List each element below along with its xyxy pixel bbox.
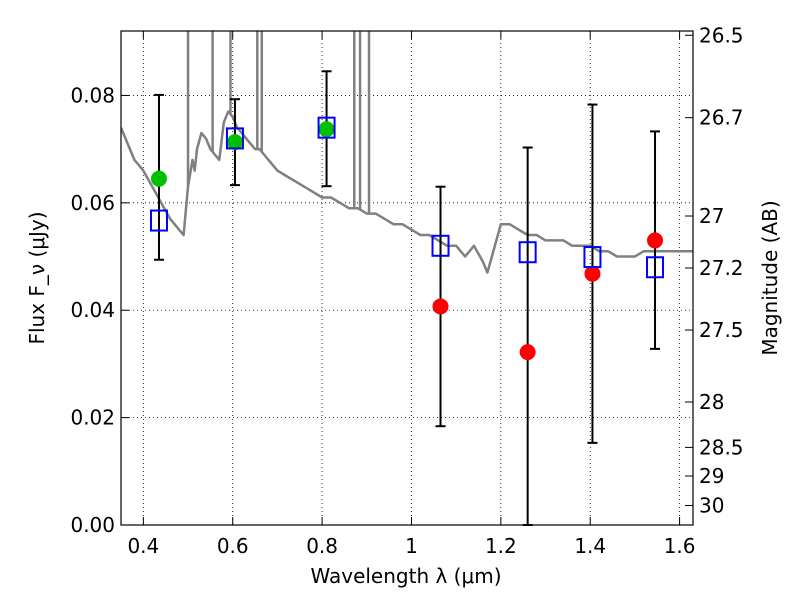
x-tick-label: 1.2 <box>485 534 517 558</box>
x-tick-label: 1 <box>405 534 418 558</box>
grid <box>121 31 693 526</box>
y-tick-label: 0.06 <box>70 191 115 215</box>
y-tick-label: 0.08 <box>70 83 115 107</box>
mag-tick-label: 29 <box>699 464 724 488</box>
mag-tick-label: 30 <box>699 494 724 518</box>
model-photometry-point <box>317 116 336 139</box>
y-axis-label: Flux F_ν (μJy) <box>25 211 49 344</box>
mag-tick-label: 28.5 <box>699 435 744 459</box>
mag-tick-label: 28 <box>699 390 724 414</box>
observed-data-point <box>519 344 536 361</box>
axis-ticks: 0.4 0.6 0.8 1 1.2 1.4 1.6 0.00 0.02 0.04 0.06 0.08 2… <box>70 23 743 558</box>
model-photometry-point <box>518 241 537 264</box>
observed-data-point <box>584 265 601 282</box>
model-photometry-point <box>225 127 244 150</box>
x-tick-label: 0.6 <box>217 534 249 558</box>
observed-data-point <box>647 232 664 249</box>
y2-axis-label: Magnitude (AB) <box>758 200 782 355</box>
mag-tick-label: 27 <box>699 204 724 228</box>
model-sed-line <box>121 110 693 274</box>
x-tick-label: 1.4 <box>574 534 606 558</box>
mag-tick-label: 26.7 <box>699 106 744 130</box>
x-axis-label: Wavelength λ (μm) <box>310 564 501 588</box>
model-photometry-point <box>149 209 168 232</box>
y-tick-label: 0.02 <box>70 406 115 430</box>
x-tick-label: 1.6 <box>664 534 696 558</box>
plot-frame <box>120 30 694 526</box>
x-tick-label: 0.4 <box>127 534 159 558</box>
model-photometry-point <box>583 246 602 269</box>
observed-data-point <box>150 170 167 187</box>
marker-layer <box>149 116 665 361</box>
model-photometry-point <box>431 234 450 257</box>
mag-tick-label: 27.5 <box>699 318 744 342</box>
model-photometry-point <box>646 256 665 279</box>
mag-tick-label: 26.5 <box>699 23 744 47</box>
y-tick-label: 0.00 <box>70 513 115 537</box>
y-tick-label: 0.04 <box>70 298 115 322</box>
mag-tick-label: 27.2 <box>699 256 744 280</box>
x-tick-label: 0.8 <box>306 534 338 558</box>
observed-data-point <box>432 298 449 315</box>
observed-data-point <box>318 121 335 138</box>
model-sed-layer <box>121 31 693 274</box>
